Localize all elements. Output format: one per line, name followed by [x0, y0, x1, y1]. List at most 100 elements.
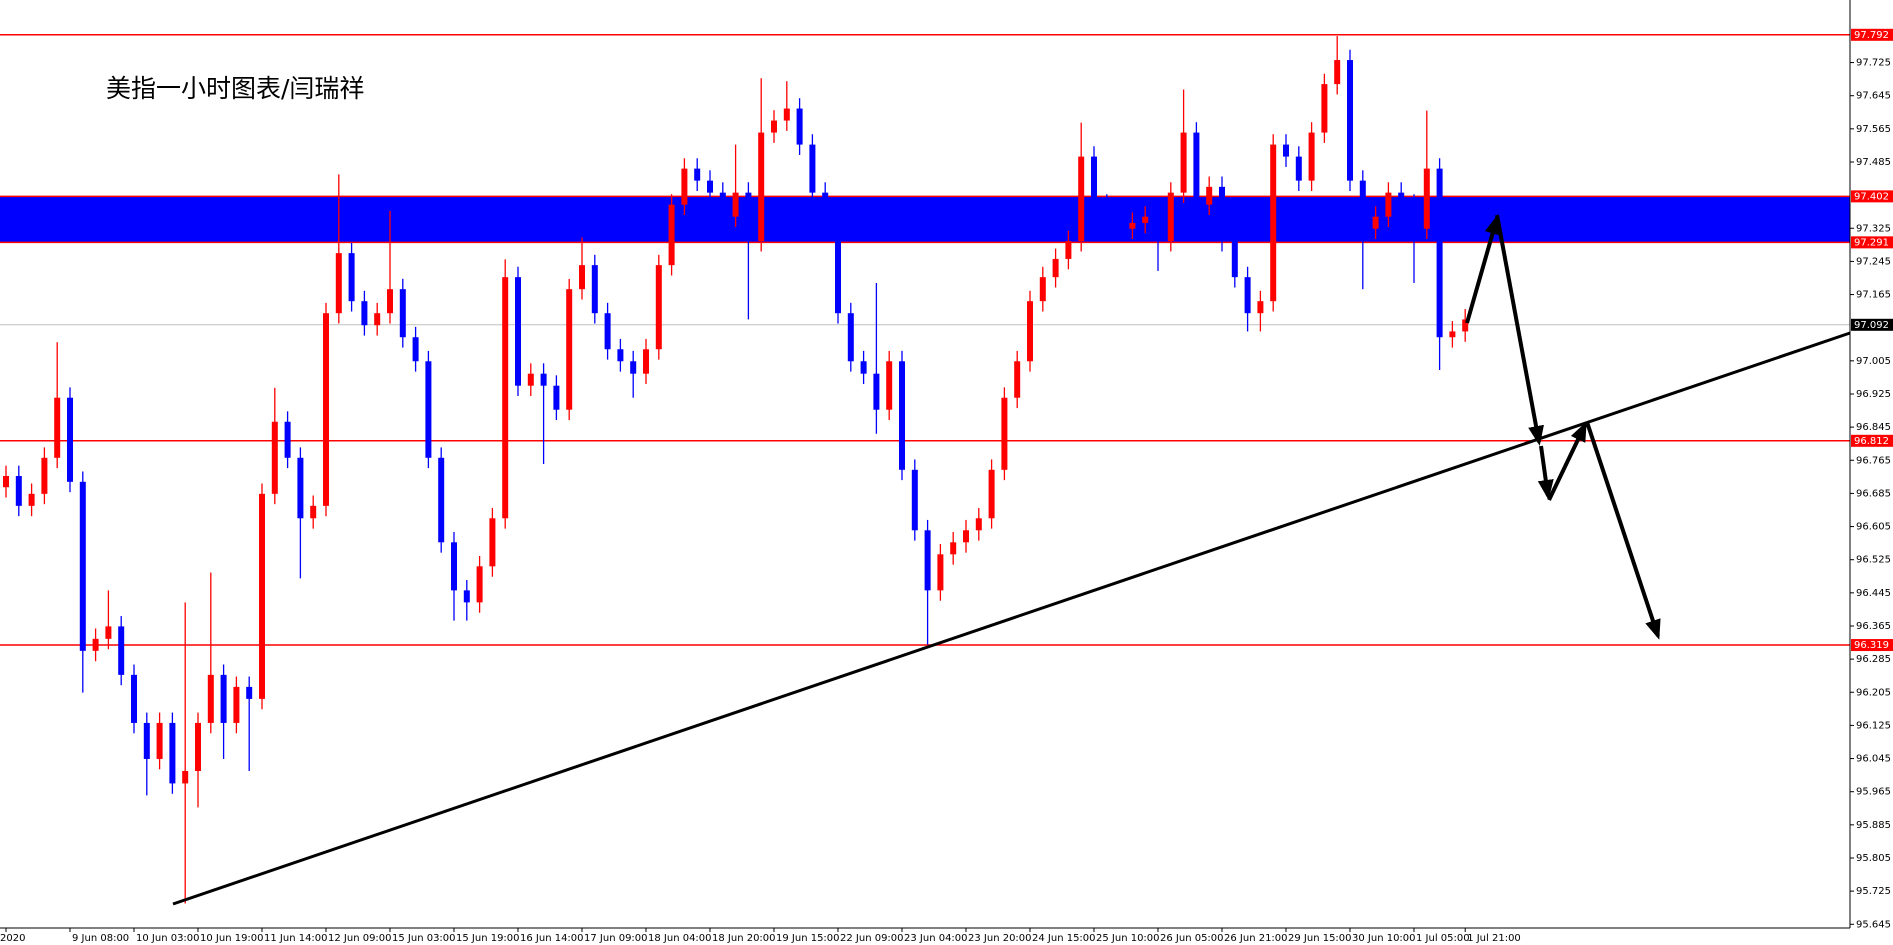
x-tick-label: 1 Jul 05:00	[1416, 933, 1470, 944]
candle-body	[963, 530, 969, 543]
candle-body	[284, 421, 291, 458]
candle-body	[1014, 361, 1021, 398]
candle-body	[1359, 180, 1366, 229]
candle-body	[655, 265, 662, 350]
candle-body	[1398, 192, 1405, 205]
candle-body	[1116, 222, 1123, 229]
candle-body	[783, 108, 790, 121]
level-label: 97.291	[1854, 237, 1889, 248]
candle-body	[809, 144, 816, 193]
candle-body	[745, 192, 752, 242]
level-label-bg	[1851, 236, 1893, 249]
candle-body	[79, 481, 86, 651]
candle-body	[1065, 241, 1072, 259]
candle-body	[1283, 144, 1289, 157]
y-tick-label: 96.445	[1856, 588, 1891, 599]
y-tick-label: 96.365	[1856, 621, 1891, 632]
candle-body	[1103, 204, 1110, 223]
candle-body	[323, 313, 329, 506]
candle-body	[67, 397, 73, 482]
forecast-arrows	[1465, 214, 1661, 640]
candle-body	[860, 361, 867, 374]
y-tick-label: 97.245	[1856, 256, 1891, 267]
arrow	[1495, 214, 1544, 446]
x-tick-label: 9 Jun 08:00	[72, 933, 129, 944]
candle-body	[1206, 186, 1213, 205]
x-tick-label: 10 Jun 03:00	[136, 933, 200, 944]
y-tick-label: 96.845	[1856, 422, 1891, 433]
arrow	[1465, 214, 1501, 324]
candle-body	[566, 289, 573, 410]
arrow	[1547, 421, 1587, 501]
x-tick-label: 18 Jun 04:00	[648, 933, 712, 944]
candle-body	[911, 469, 918, 531]
y-tick-label: 97.645	[1856, 91, 1891, 102]
candle-body	[771, 120, 777, 133]
candle-body	[1244, 277, 1251, 314]
y-tick-label: 97.325	[1856, 223, 1891, 234]
candle-body	[348, 253, 355, 302]
candle-body	[1027, 301, 1033, 362]
price-axis-bg	[1850, 0, 1893, 945]
candle-body	[118, 626, 125, 675]
candle-body	[1347, 60, 1353, 181]
candle-body	[1193, 132, 1200, 205]
y-tick-label: 95.885	[1856, 820, 1891, 831]
candle-body	[1295, 156, 1302, 181]
candle-body	[1385, 192, 1392, 217]
candle-body	[207, 674, 214, 723]
candle-body	[796, 108, 803, 145]
candle-body	[143, 722, 150, 759]
candle-body	[1423, 168, 1430, 229]
candle-body	[28, 493, 35, 506]
x-tick-label: 15 Jun 03:00	[392, 933, 456, 944]
x-tick-label: 23 Jun 20:00	[968, 933, 1032, 944]
x-tick-label: 24 Jun 15:00	[1032, 933, 1096, 944]
candle-body	[246, 686, 253, 699]
y-tick-label: 96.685	[1856, 488, 1891, 499]
candle-body	[271, 421, 278, 494]
x-tick-label: 23 Jun 04:00	[904, 933, 968, 944]
level-label-bg	[1851, 434, 1893, 447]
candle-body	[527, 373, 534, 386]
candle-body	[92, 638, 99, 651]
candle-body	[937, 554, 944, 591]
candle-body	[1231, 241, 1238, 278]
candle-body	[1321, 84, 1328, 133]
candle-body	[1155, 216, 1161, 242]
candle-body	[41, 457, 48, 494]
x-tick-label: 26 Jun 21:00	[1224, 933, 1288, 944]
x-tick-label: 1 Jul 21:00	[1467, 933, 1521, 944]
y-tick-label: 97.565	[1856, 124, 1891, 135]
y-tick-label: 96.045	[1856, 754, 1891, 765]
x-tick-label: 15 Jun 19:00	[456, 933, 520, 944]
level-label-bg	[1851, 639, 1893, 652]
candle-body	[374, 313, 381, 326]
arrow	[1585, 421, 1661, 640]
candle-body	[1052, 258, 1059, 278]
plot-area	[0, 34, 1850, 904]
candle-body	[1180, 132, 1187, 193]
candle-body	[1334, 60, 1341, 85]
candle-body	[335, 253, 342, 314]
y-tick-label: 96.525	[1856, 555, 1891, 566]
candle-body	[822, 192, 829, 217]
candle-body	[182, 770, 189, 784]
candle-body	[1257, 301, 1264, 314]
x-tick-label: 17 Jun 09:00	[584, 933, 648, 944]
candle-body	[668, 204, 675, 266]
candle-body	[579, 265, 585, 290]
arrow	[1537, 445, 1554, 500]
level-label-bg	[1851, 190, 1893, 203]
x-tick-label: 19 Jun 15:00	[776, 933, 840, 944]
candle-body	[1372, 216, 1379, 229]
candle-body	[54, 397, 61, 458]
x-tick-label: 30 Jun 10:00	[1352, 933, 1416, 944]
candle-body	[604, 313, 611, 350]
candle-body	[1001, 397, 1008, 470]
candle-body	[1449, 331, 1456, 338]
level-label: 97.402	[1854, 191, 1889, 202]
candle-body	[297, 457, 304, 519]
x-tick-label: 2020	[0, 933, 25, 944]
